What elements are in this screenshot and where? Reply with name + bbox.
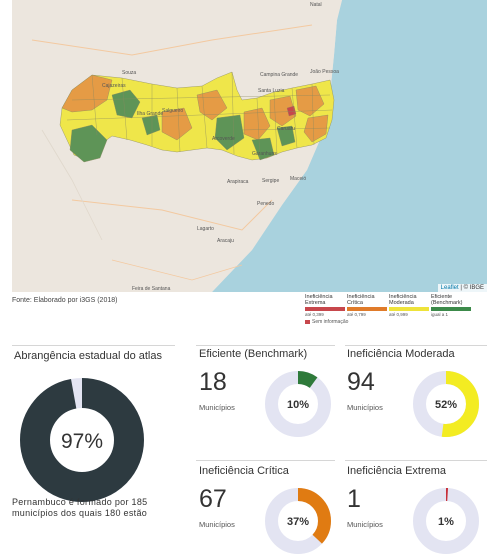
city-label: Penedo (257, 201, 274, 207)
legend-range-moderate: até 0,999 (389, 312, 408, 317)
legend-no-info-label: Sem informação (312, 319, 349, 325)
card-title-critical: Ineficiência Crítica (199, 465, 289, 477)
legend-swatch-benchmark (431, 307, 471, 311)
card-count-critical: 67 (199, 485, 227, 513)
map-legend: Ineficiência Extrema Ineficiência Crític… (305, 294, 487, 326)
divider (12, 345, 175, 346)
city-label: Cajazeiras (102, 83, 126, 89)
coverage-donut: 97% (20, 378, 144, 502)
legend-swatch-extreme (305, 307, 345, 311)
donut-extreme: 1% (413, 488, 479, 554)
leaflet-link[interactable]: Leaflet (440, 285, 459, 291)
donut-benchmark: 10% (265, 371, 331, 437)
legend-range-extreme: até 0,399 (305, 312, 324, 317)
card-unit-benchmark: Municípios (199, 403, 235, 412)
coverage-percent: 97% (61, 430, 103, 453)
card-title-benchmark: Eficiente (Benchmark) (199, 348, 308, 360)
legend-label-critical: Ineficiência Crítica (347, 294, 375, 306)
city-label: Aracaju (217, 238, 234, 244)
divider (196, 460, 335, 461)
attribution-text: | © IBGE (460, 285, 484, 291)
city-label: Sergipe (262, 178, 279, 184)
donut-percent-extreme: 1% (438, 516, 454, 528)
city-label: Ilha Grande (137, 111, 163, 117)
card-count-extreme: 1 (347, 485, 361, 513)
city-label: Lagarto (197, 226, 214, 232)
city-label: João Pessoa (310, 69, 339, 75)
city-label: Arcoverde (212, 136, 235, 142)
card-unit-extreme: Municípios (347, 520, 383, 529)
legend-label-extreme: Ineficiência Extrema (305, 294, 333, 306)
map-attribution: Leaflet | © IBGE (437, 284, 487, 292)
source-caption: Fonte: Elaborado por i3GS (2018) (12, 297, 118, 304)
city-label: Garanhuns (252, 151, 277, 157)
card-title-extreme: Ineficiência Extrema (347, 465, 447, 477)
divider (345, 460, 487, 461)
divider (345, 345, 487, 346)
donut-percent-moderate: 52% (435, 399, 457, 411)
city-label: Feira de Santana (132, 286, 171, 292)
map-view[interactable]: Natal João Pessoa Campina Grande Santa L… (12, 0, 487, 292)
city-label: Souza (122, 70, 136, 76)
donut-arc-critical (265, 488, 331, 554)
card-count-benchmark: 18 (199, 368, 227, 396)
legend-swatch-critical (347, 307, 387, 311)
city-label: Campina Grande (260, 72, 298, 78)
donut-arc-benchmark (265, 371, 331, 437)
card-unit-critical: Municípios (199, 520, 235, 529)
city-label: Maceió (290, 176, 306, 182)
donut-moderate: 52% (413, 371, 479, 437)
donut-critical: 37% (265, 488, 331, 554)
legend-no-info: Sem informação (305, 319, 348, 325)
card-count-moderate: 94 (347, 368, 375, 396)
legend-label-moderate: Ineficiência Moderada (389, 294, 417, 306)
legend-swatch-moderate (389, 307, 429, 311)
donut-percent-critical: 37% (287, 516, 309, 528)
divider (196, 345, 335, 346)
city-label: Natal (310, 2, 322, 8)
donut-arc-moderate (413, 371, 479, 437)
coverage-donut-arc (20, 378, 144, 502)
coverage-title: Abrangência estadual do atlas (14, 350, 162, 362)
city-label: Salgueiro (162, 108, 183, 114)
legend-range-critical: até 0,799 (347, 312, 366, 317)
city-label: Arapiraca (227, 179, 249, 185)
legend-range-benchmark: igual a 1 (431, 312, 449, 317)
card-title-moderate: Ineficiência Moderada (347, 348, 455, 360)
city-label: Santa Luzia (258, 88, 285, 94)
card-unit-moderate: Municípios (347, 403, 383, 412)
city-label: Caruaru (277, 126, 295, 132)
donut-arc-extreme (413, 488, 479, 554)
coverage-description: Pernambuco é formado por 185 municípios … (12, 497, 148, 518)
legend-label-benchmark: Eficiente (Benchmark) (431, 294, 463, 306)
donut-percent-benchmark: 10% (287, 399, 309, 411)
